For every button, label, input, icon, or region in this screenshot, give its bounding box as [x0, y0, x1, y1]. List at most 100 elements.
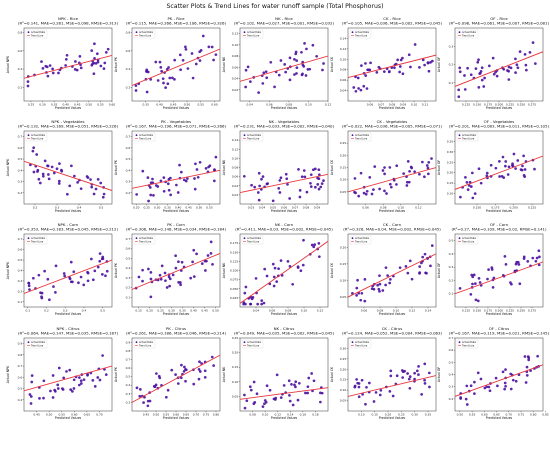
- data-point: [421, 160, 424, 164]
- y-tick-label: 0.06: [340, 78, 347, 82]
- x-axis-label: Predicted Values: [271, 209, 298, 213]
- x-tick-label: 0.250: [517, 308, 525, 312]
- data-point: [495, 74, 499, 78]
- data-point: [89, 178, 92, 181]
- data-point: [79, 379, 83, 383]
- data-point: [51, 396, 55, 399]
- subplot-metrics: (R²=0.231, MAE=0.033, MSE=0.002, RMSE=0.…: [234, 124, 335, 129]
- x-tick-label: 0.65: [183, 412, 190, 416]
- subplot: PK - Citrus(R²=0.261, MAE=0.186, MSE=0.0…: [114, 326, 227, 420]
- legend-actual-label: Actual Data: [355, 237, 369, 240]
- data-point: [175, 183, 178, 187]
- data-point: [29, 163, 32, 167]
- data-point: [151, 181, 155, 185]
- x-tick-label: 0.1: [25, 308, 30, 312]
- data-point: [498, 175, 501, 178]
- data-point: [96, 178, 100, 181]
- data-point: [519, 168, 523, 171]
- data-point: [413, 377, 416, 381]
- legend-box: [25, 132, 48, 142]
- y-tick-label: 0.14: [232, 138, 239, 142]
- y-tick-label: 0.12: [232, 147, 239, 151]
- x-tick-label: 0.04: [253, 308, 260, 312]
- x-tick-label: 0.60: [109, 102, 116, 106]
- data-point: [360, 378, 364, 382]
- data-point: [264, 400, 268, 404]
- trend-line: [132, 354, 220, 403]
- x-tick-label: 0.25: [28, 102, 35, 106]
- x-tick-label: 0.35: [164, 205, 171, 209]
- data-point: [363, 299, 367, 303]
- subplot-title: PK - Corn: [167, 222, 185, 227]
- y-tick-label: 0.5: [449, 239, 454, 243]
- subplot-title: CK - Corn: [383, 222, 402, 227]
- y-tick-label: 0.7: [18, 364, 23, 368]
- legend-trend-label: Trend Line: [31, 138, 44, 141]
- legend-point-swatch: [243, 134, 246, 137]
- data-point: [169, 193, 172, 197]
- data-point: [101, 257, 105, 261]
- legend-point-swatch: [243, 341, 246, 344]
- data-point: [252, 380, 256, 384]
- x-tick-label: 0.225: [506, 308, 514, 312]
- data-point: [36, 170, 39, 173]
- data-point: [31, 149, 35, 153]
- data-point: [252, 402, 256, 406]
- data-point: [57, 366, 61, 370]
- data-point: [154, 383, 158, 387]
- data-point: [368, 176, 372, 179]
- legend-actual-label: Actual Data: [247, 134, 261, 137]
- x-axis-label: Predicted Values: [163, 312, 190, 316]
- data-point: [104, 373, 108, 376]
- y-tick-label: 0.025: [230, 296, 238, 300]
- data-point: [514, 379, 518, 383]
- legend-trend-label: Trend Line: [462, 241, 475, 244]
- data-point: [389, 374, 393, 378]
- data-point: [504, 164, 507, 168]
- x-tick-label: 0.60: [481, 412, 488, 416]
- x-tick-label: 0.60: [71, 412, 78, 416]
- x-tick-label: 0.80: [213, 412, 220, 416]
- data-point: [516, 66, 520, 70]
- subplot-metrics: (R²=0.201, MAE=0.083, MSE=0.011, RMSE=0.…: [449, 124, 550, 129]
- y-axis-label: Actual CK: [330, 366, 334, 382]
- data-point: [141, 169, 145, 173]
- data-point: [273, 266, 277, 270]
- data-point: [96, 60, 100, 64]
- y-tick-label: 0.3: [18, 279, 23, 283]
- y-tick-label: 0.7: [126, 135, 131, 139]
- data-point: [471, 196, 475, 200]
- data-point: [250, 297, 254, 301]
- y-tick-label: 0.2: [126, 286, 131, 290]
- data-point: [309, 185, 313, 188]
- data-point: [32, 146, 36, 150]
- y-tick-label: 0.15: [447, 181, 454, 185]
- data-point: [145, 68, 149, 72]
- data-point: [322, 179, 325, 182]
- data-point: [381, 289, 385, 292]
- data-point: [502, 67, 506, 71]
- data-point: [28, 288, 31, 291]
- y-tick-label: 0.8: [126, 349, 131, 353]
- y-tick-label: 0.4: [449, 373, 454, 377]
- data-point: [149, 277, 153, 281]
- data-point: [317, 255, 321, 259]
- y-tick-label: 0.25: [340, 357, 347, 361]
- data-point: [296, 265, 300, 269]
- data-point: [306, 391, 309, 395]
- data-point: [364, 192, 368, 196]
- data-point: [167, 188, 171, 192]
- y-tick-label: 0.3: [449, 265, 454, 269]
- data-point: [256, 191, 260, 194]
- data-point: [421, 255, 425, 259]
- data-point: [476, 299, 480, 303]
- data-point: [417, 365, 420, 368]
- legend-point-swatch: [458, 31, 461, 34]
- plot-area: [348, 157, 436, 198]
- data-point: [503, 381, 507, 385]
- subplot: PK - Corn(R²=0.306, MAE=0.148, MSE=0.034…: [114, 222, 227, 316]
- data-point: [48, 298, 51, 302]
- y-axis-label: Actual OF: [437, 160, 441, 176]
- y-axis-label: Actual NK: [222, 366, 226, 382]
- data-point: [262, 71, 266, 75]
